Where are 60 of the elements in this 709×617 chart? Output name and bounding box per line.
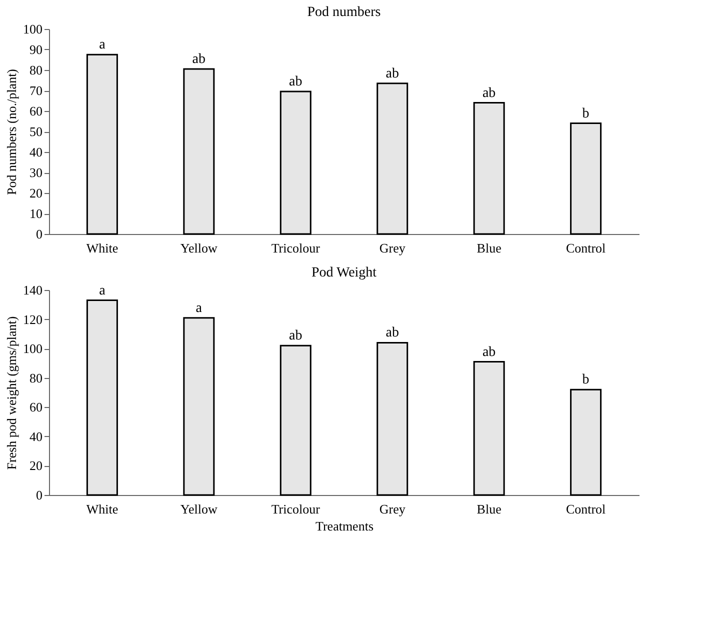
y-tick-label: 80 [30, 62, 42, 78]
x-tick-label: Tricolour [271, 502, 321, 516]
y-tick-label: 80 [30, 370, 42, 386]
x-axis-title: Treatments [315, 518, 374, 534]
data-label: ab [386, 326, 399, 341]
y-tick-label: 30 [30, 165, 42, 180]
y-tick-label: 20 [30, 458, 42, 474]
y-tick-label: 90 [30, 42, 42, 57]
data-label: a [99, 38, 106, 53]
y-tick-label: 50 [30, 124, 42, 139]
y-tick-label: 140 [23, 282, 42, 298]
y-tick-label: 20 [30, 186, 42, 200]
y-tick-label: 60 [30, 400, 42, 415]
y-axis-title: Pod numbers (no./plant) [4, 68, 19, 196]
y-tick-label: 100 [23, 22, 42, 36]
y-tick-label: 40 [30, 144, 42, 160]
chart-title: Pod numbers [307, 5, 381, 20]
bar [280, 90, 312, 235]
bar [570, 388, 602, 496]
y-tick-label: 120 [23, 312, 42, 327]
x-tick-label: Tricolour [271, 240, 321, 256]
bar [280, 344, 312, 496]
x-tick-label: Yellow [180, 240, 218, 256]
data-label: ab [289, 328, 302, 344]
data-label: ab [482, 344, 496, 360]
x-tick-label: Control [566, 502, 606, 516]
bar [376, 342, 408, 496]
data-label: ab [289, 74, 302, 90]
bar [86, 54, 118, 235]
bar [183, 68, 215, 235]
x-tick-label: Blue [476, 240, 502, 256]
bar [570, 122, 602, 235]
x-tick-label: White [86, 240, 118, 256]
bar [183, 317, 215, 496]
x-tick-label: White [86, 502, 118, 516]
chart-title: Pod Weight [311, 265, 377, 280]
bar [473, 102, 505, 235]
data-label: a [99, 283, 106, 298]
y-tick-label: 40 [30, 428, 42, 444]
bar [86, 300, 118, 496]
data-label: ab [482, 86, 496, 101]
y-tick-label: 60 [30, 104, 42, 118]
y-tick-label: 0 [36, 226, 42, 242]
data-label: a [196, 300, 203, 316]
bar [473, 361, 505, 496]
x-tick-label: Yellow [180, 502, 218, 516]
y-tick-label: 10 [30, 206, 42, 221]
data-label: b [582, 372, 590, 388]
x-tick-label: Grey [379, 502, 406, 516]
y-axis-title: Fresh pod weight (gms/plant) [4, 316, 19, 470]
x-tick-label: Blue [476, 502, 502, 516]
data-label: b [582, 106, 590, 122]
y-tick-label: 0 [36, 488, 42, 502]
y-tick-label: 100 [23, 341, 42, 356]
data-label: ab [192, 52, 206, 67]
y-tick-label: 70 [30, 83, 42, 98]
bar [376, 82, 408, 235]
x-tick-label: Control [566, 240, 606, 256]
x-tick-label: Grey [379, 240, 406, 256]
data-label: ab [386, 66, 399, 82]
